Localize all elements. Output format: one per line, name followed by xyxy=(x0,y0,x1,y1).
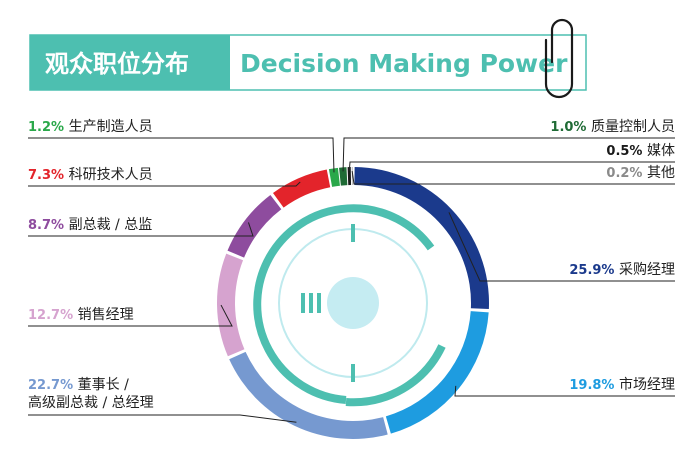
paper-clip-icon xyxy=(544,18,574,99)
slice-name-6: 生产制造人员 xyxy=(69,119,153,135)
slice-4 xyxy=(227,194,282,258)
slice-2 xyxy=(229,351,388,439)
slice-label-1: 19.8% 市场经理 xyxy=(569,376,675,393)
slice-6 xyxy=(328,167,340,187)
slice-name-0: 采购经理 xyxy=(619,262,675,278)
leader-line-8 xyxy=(348,161,675,172)
top-tick xyxy=(351,224,355,242)
leader-line-0 xyxy=(448,212,675,282)
slice-percent-9: 0.2% xyxy=(606,166,647,181)
slice-percent-3: 12.7% xyxy=(28,308,78,323)
leader-line-3 xyxy=(28,304,233,327)
slice-5 xyxy=(272,169,331,208)
leader-line-7 xyxy=(342,137,675,172)
header-title-cn: 观众职位分布 xyxy=(45,50,189,78)
slice-1 xyxy=(385,311,489,434)
slice-percent-8: 0.5% xyxy=(606,144,647,159)
slice-name-3: 销售经理 xyxy=(78,307,134,323)
callouts: 25.9% 采购经理 19.8% 市场经理 22.7% 董事长 /高级副总裁 / 总… xyxy=(28,119,675,423)
header-frame xyxy=(29,34,587,91)
slice-name-7: 质量控制人员 xyxy=(591,119,675,135)
left-bar-1 xyxy=(301,293,305,313)
slice-0 xyxy=(354,167,490,310)
header-banner: 观众职位分布 Decision Making Power xyxy=(29,34,587,91)
slice-name-5: 科研技术人员 xyxy=(69,167,153,183)
slice-name-line2-2: 高级副总裁 / 总经理 xyxy=(28,394,154,411)
slice-7 xyxy=(339,167,348,186)
inner-ring-arc-upper xyxy=(253,204,435,404)
slice-percent-7: 1.0% xyxy=(550,120,591,135)
slice-name-2: 董事长 / xyxy=(78,377,129,393)
left-bar-3 xyxy=(317,293,321,313)
leader-line-1 xyxy=(454,385,675,397)
slice-percent-6: 1.2% xyxy=(28,120,69,135)
leader-line-4 xyxy=(28,222,254,237)
donut-slices xyxy=(217,167,490,439)
slice-percent-5: 7.3% xyxy=(28,168,69,183)
slice-name-1: 市场经理 xyxy=(619,376,675,393)
header-title-bg xyxy=(30,35,230,90)
slice-label-7: 1.0% 质量控制人员 xyxy=(550,119,675,135)
left-bar-2 xyxy=(309,293,313,313)
slice-label-5: 7.3% 科研技术人员 xyxy=(28,167,153,183)
slice-label-3: 12.7% 销售经理 xyxy=(28,307,134,323)
leader-line-2 xyxy=(28,414,297,423)
slice-name-8: 媒体 xyxy=(647,143,675,159)
leader-line-5 xyxy=(28,181,301,187)
slice-percent-2: 22.7% xyxy=(28,378,78,393)
slice-label-2: 22.7% 董事长 / xyxy=(28,377,129,393)
slice-label-4: 8.7% 副总裁 / 总监 xyxy=(28,217,152,233)
inner-ring-arc-lower xyxy=(345,344,446,407)
slice-8 xyxy=(347,167,352,186)
slice-name-4: 副总裁 / 总监 xyxy=(69,217,153,233)
slice-label-9: 0.2% 其他 xyxy=(606,165,675,181)
center-decoration xyxy=(253,204,446,407)
slice-label-6: 1.2% 生产制造人员 xyxy=(28,119,153,135)
slice-percent-1: 19.8% xyxy=(569,378,619,393)
slice-3 xyxy=(217,253,245,357)
leader-line-9 xyxy=(351,170,675,185)
slice-percent-0: 25.9% xyxy=(569,263,619,278)
slice-name-9: 其他 xyxy=(647,165,675,181)
slice-label-8: 0.5% 媒体 xyxy=(606,143,675,159)
slice-percent-4: 8.7% xyxy=(28,218,69,233)
header-title-en: Decision Making Power xyxy=(240,49,568,78)
leader-line-6 xyxy=(28,137,335,173)
center-disc xyxy=(327,277,379,329)
slice-label-0: 25.9% 采购经理 xyxy=(569,262,675,278)
bottom-tick xyxy=(351,364,355,382)
